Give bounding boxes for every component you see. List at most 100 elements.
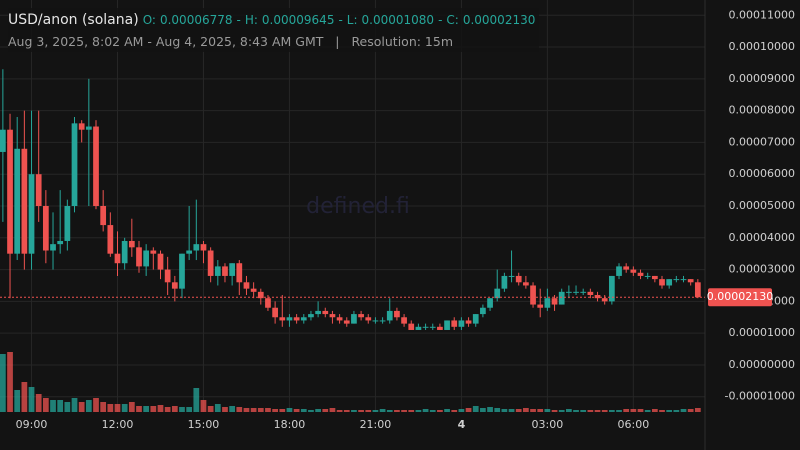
candle-body [580,291,587,293]
candle [508,250,515,283]
candle-body [229,263,235,276]
y-tick-label: -0.00001000 [725,390,795,403]
candle [57,190,64,254]
candle [243,275,250,296]
volume-bar [444,409,450,412]
volume-bar [608,410,615,412]
candle [515,272,522,286]
candle [365,314,372,324]
candle [551,295,558,311]
candle [279,295,286,327]
candle-body [573,291,579,293]
volume-bar [501,409,508,412]
candle [494,269,501,302]
y-tick-label: 0.00007000 [729,135,795,148]
volume-bar [458,409,465,412]
candle [193,199,200,261]
x-tick-label: 09:00 [16,418,48,431]
candle-body [687,279,694,283]
volume-bar [186,407,193,412]
candle [394,307,400,321]
y-tick-label: 0.00009000 [729,72,795,85]
candle-body [451,320,458,327]
candle-body [207,250,214,276]
candle-body [42,206,49,251]
volume-bar [57,400,64,412]
volume-bar [580,410,587,412]
y-tick-label: 0.00008000 [729,104,795,117]
volume-bar [637,409,644,412]
candle [93,120,99,210]
volume-bar [50,400,56,412]
volume-bar [279,409,286,412]
volume-bar [257,408,264,412]
candle-body [694,282,701,298]
candle [21,110,28,270]
volume-bar [171,406,178,412]
candle [272,301,278,324]
candle-body [487,298,493,308]
candle [300,314,307,324]
volume-bar [250,408,257,412]
candle-body [64,206,71,241]
volume-bar [372,410,379,412]
candle [465,317,472,327]
separator: | [335,34,340,49]
stat-value: 0.00009645 [261,13,335,27]
candle-body [594,295,601,299]
y-tick-label: 0.00005000 [729,199,795,212]
volume-bar [286,408,293,412]
volume-bar [694,408,701,412]
candle-body [243,282,250,289]
candle-body [472,314,479,324]
candle-body [78,123,85,130]
candle [422,323,429,330]
volume-bar [143,406,150,412]
volume-bar [544,409,551,412]
candle-body [272,307,278,318]
candle-body [171,282,178,289]
volume-bar [265,408,271,412]
volume-bar [207,406,214,412]
candle-body [587,291,594,296]
last-price-label: 0.00002130 [707,290,773,303]
y-tick-label: 0.00000000 [729,358,795,371]
y-tick-label: 0.00011000 [729,8,795,21]
title-row: USD/anon (solana) O: 0.00006778- H: 0.000096… [8,8,535,31]
candle-body [179,253,185,289]
candle [322,307,329,318]
candle [351,310,357,324]
candle [71,116,78,213]
candle [386,298,393,324]
volume-bar [429,410,436,412]
volume-bar [150,406,157,412]
candle [214,260,221,286]
candle-body [315,310,321,315]
candle [687,279,694,286]
stat-dash: - [338,13,343,27]
candle-body [286,317,293,321]
candle [250,282,257,299]
candle [207,247,214,283]
candle [523,275,529,289]
volume-bar [465,408,472,412]
candle-body [21,148,28,254]
candle [114,231,121,276]
stat-label: C: [446,13,459,27]
candle-body [680,279,687,281]
candle [179,253,185,299]
volume-bar [644,410,651,412]
volume-bar [293,409,300,412]
volume-bar [422,409,429,412]
candle [666,279,673,289]
candle [265,295,271,311]
volume-bar [315,409,321,412]
candle [616,263,622,280]
candle-body [222,266,228,276]
volume-bar [193,388,200,412]
candle [336,314,343,324]
candle-body [444,320,450,330]
volume-bar [437,410,443,412]
volume-bar [494,408,501,412]
